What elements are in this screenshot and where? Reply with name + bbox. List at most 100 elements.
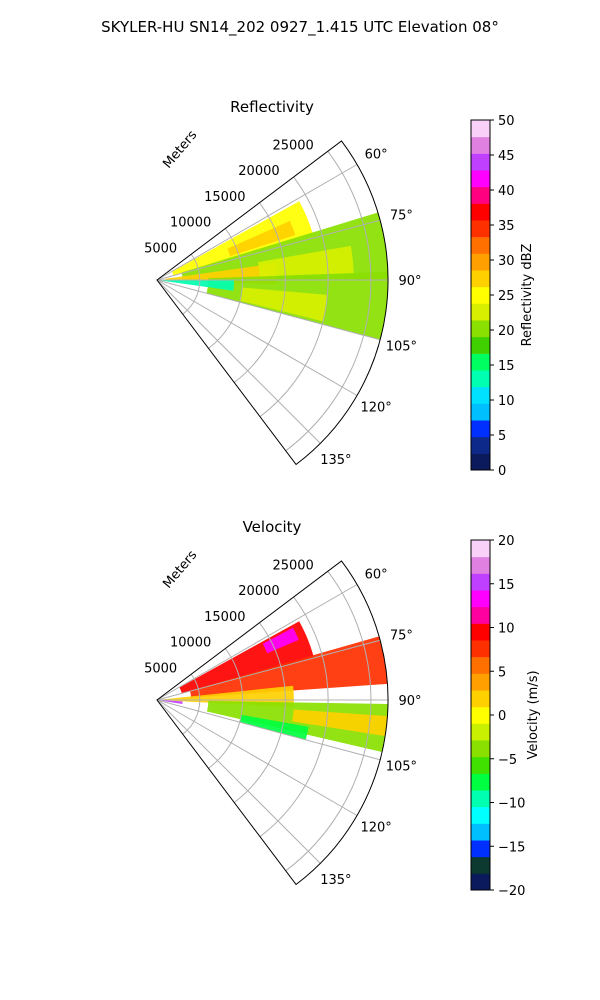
colorbar-swatch bbox=[471, 606, 490, 624]
reflectivity-panel: Reflectivity 5000 10000 15000 20000 25000 60°… bbox=[144, 98, 535, 479]
colorbar-swatch bbox=[471, 573, 490, 591]
radial-tick-label: 15000 bbox=[204, 610, 245, 625]
colorbar-tick-label: 5 bbox=[498, 665, 506, 680]
colorbar-swatch bbox=[471, 220, 490, 238]
figure-title: SKYLER-HU SN14_202 0927_1.415 UTC Elevat… bbox=[101, 18, 499, 37]
azimuth-spoke bbox=[156, 699, 381, 761]
azimuth-tick-label: 75° bbox=[390, 629, 413, 644]
colorbar-swatch bbox=[471, 856, 490, 874]
colorbar-swatch bbox=[471, 840, 490, 858]
colorbar-tick-label: 35 bbox=[498, 219, 515, 234]
azimuth-tick-label: 60° bbox=[365, 568, 388, 583]
colorbar-swatch bbox=[471, 590, 490, 608]
range-ring bbox=[285, 570, 372, 872]
reflectivity-colorbar-label: Reflectivity dBZ bbox=[520, 244, 535, 347]
range-ring bbox=[285, 150, 372, 452]
azimuth-spoke bbox=[156, 699, 321, 864]
azimuth-spoke bbox=[156, 584, 358, 701]
velocity-panel-title: Velocity bbox=[243, 518, 302, 536]
range-ring bbox=[208, 648, 244, 769]
colorbar-swatch bbox=[471, 336, 490, 354]
velocity-panel: Velocity 5000 10000 15000 20000 25000 60° 75° 9… bbox=[144, 518, 541, 899]
colorbar-swatch bbox=[471, 540, 490, 558]
reflectivity-panel-title: Reflectivity bbox=[230, 98, 314, 116]
azimuth-tick-label: 90° bbox=[398, 274, 421, 289]
azimuth-tick-label: 60° bbox=[365, 148, 388, 163]
colorbar-swatch bbox=[471, 873, 490, 891]
azimuth-spoke bbox=[156, 279, 381, 341]
colorbar-tick-label: 5 bbox=[498, 429, 506, 444]
radial-tick-label: 5000 bbox=[144, 241, 177, 256]
colorbar-swatch bbox=[471, 756, 490, 774]
azimuth-spoke bbox=[156, 639, 381, 701]
colorbar-swatch bbox=[471, 236, 490, 254]
azimuth-tick-label: 135° bbox=[320, 453, 351, 468]
range-ring bbox=[208, 228, 244, 349]
colorbar-tick-label: −5 bbox=[498, 753, 517, 768]
colorbar-swatch bbox=[471, 623, 490, 641]
reflectivity-radial-axis-label: Meters bbox=[160, 128, 200, 172]
azimuth-tick-label: 105° bbox=[386, 759, 417, 774]
azimuth-tick-label: 120° bbox=[360, 401, 391, 416]
colorbar-tick-label: 45 bbox=[498, 149, 515, 164]
echo-region bbox=[157, 280, 234, 291]
colorbar-swatch bbox=[471, 286, 490, 304]
colorbar-swatch bbox=[471, 370, 490, 388]
colorbar-swatch bbox=[471, 120, 490, 138]
reflectivity-axis-ticks: 5000 10000 15000 20000 25000 60° 75° 90° 105° 120… bbox=[144, 138, 421, 468]
colorbar-swatch bbox=[471, 303, 490, 321]
colorbar-tick-label: 20 bbox=[498, 324, 515, 339]
colorbar-swatch bbox=[471, 740, 490, 758]
azimuth-spoke bbox=[156, 279, 358, 396]
azimuth-tick-label: 75° bbox=[390, 209, 413, 224]
velocity-radial-axis-label: Meters bbox=[160, 548, 200, 592]
echo-region bbox=[227, 220, 296, 257]
colorbar-swatch bbox=[471, 353, 490, 371]
colorbar-swatch bbox=[471, 656, 490, 674]
colorbar-swatch bbox=[471, 420, 490, 438]
colorbar-swatch bbox=[471, 386, 490, 404]
azimuth-spoke bbox=[156, 699, 358, 816]
range-ring bbox=[182, 253, 201, 315]
colorbar-swatch bbox=[471, 153, 490, 171]
radial-tick-label: 5000 bbox=[144, 661, 177, 676]
colorbar-swatch bbox=[471, 403, 490, 421]
echo-region bbox=[258, 245, 354, 277]
reflectivity-colorbar: 0 5 10 15 20 25 30 35 40 45 50 bbox=[470, 114, 515, 479]
azimuth-spoke bbox=[156, 219, 381, 281]
sector-frame bbox=[156, 140, 389, 466]
colorbar-tick-label: 40 bbox=[498, 184, 515, 199]
colorbar-tick-label: 50 bbox=[498, 114, 515, 129]
colorbar-swatch bbox=[471, 320, 490, 338]
azimuth-spoke bbox=[156, 279, 321, 444]
colorbar-swatch bbox=[471, 136, 490, 154]
range-ring bbox=[233, 622, 286, 803]
colorbar-swatch bbox=[471, 203, 490, 221]
echo-region bbox=[292, 709, 388, 737]
azimuth-tick-label: 120° bbox=[360, 821, 391, 836]
colorbar-tick-label: 15 bbox=[498, 359, 515, 374]
colorbar-swatch bbox=[471, 640, 490, 658]
azimuth-tick-label: 135° bbox=[320, 873, 351, 888]
colorbar-swatch bbox=[471, 453, 490, 471]
colorbar-swatch bbox=[471, 823, 490, 841]
sector-frame bbox=[156, 560, 389, 886]
colorbar-swatch bbox=[471, 436, 490, 454]
colorbar-swatch bbox=[471, 270, 490, 288]
colorbar-tick-label: 0 bbox=[498, 464, 506, 479]
colorbar-tick-label: 30 bbox=[498, 254, 515, 269]
azimuth-tick-label: 105° bbox=[386, 339, 417, 354]
range-ring bbox=[182, 673, 201, 735]
colorbar-tick-label: 10 bbox=[498, 394, 515, 409]
colorbar-tick-label: −15 bbox=[498, 840, 525, 855]
echo-region bbox=[262, 627, 299, 654]
velocity-colorbar-label: Velocity (m/s) bbox=[526, 670, 541, 759]
colorbar-tick-label: 0 bbox=[498, 709, 506, 724]
range-ring bbox=[259, 176, 329, 418]
colorbar-tick-label: 15 bbox=[498, 578, 515, 593]
range-ring bbox=[259, 596, 329, 838]
radial-tick-label: 20000 bbox=[238, 164, 279, 179]
colorbar-tick-label: −10 bbox=[498, 797, 525, 812]
colorbar-swatch bbox=[471, 673, 490, 691]
